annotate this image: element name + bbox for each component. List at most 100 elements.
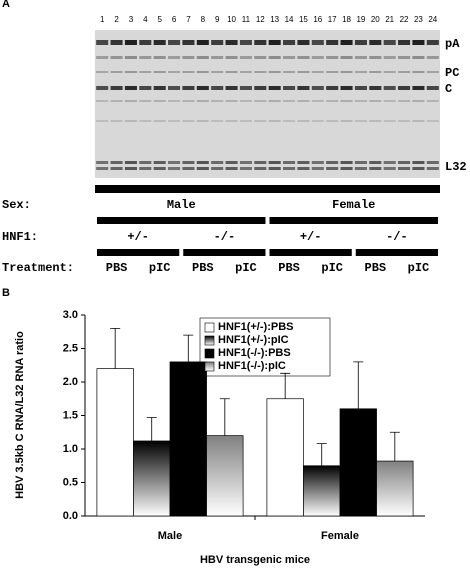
gel-band <box>196 56 209 59</box>
gel-band <box>239 100 252 102</box>
gel-band <box>369 40 382 45</box>
gel-band <box>326 86 339 90</box>
error-bar <box>353 361 364 409</box>
gel-band <box>412 161 425 164</box>
gel-band <box>426 71 439 73</box>
legend-label: HNF1(-/-):PBS <box>218 347 291 359</box>
gel-band <box>426 120 439 122</box>
bar <box>96 368 134 517</box>
gel-band <box>354 56 367 59</box>
gel-band <box>153 161 166 164</box>
treatment-label: PBS <box>365 261 387 275</box>
gel-band <box>196 100 209 102</box>
legend-label: HNF1(+/-):PBS <box>218 321 293 333</box>
y-tick-label: 2.0 <box>63 376 78 388</box>
error-bar <box>146 417 157 441</box>
legend-box <box>199 317 331 377</box>
gel-band <box>398 120 411 122</box>
gel-band <box>211 86 224 90</box>
legend-swatch <box>204 322 215 333</box>
y-tick-label: 3.0 <box>63 309 78 321</box>
gel-band <box>398 86 411 90</box>
gel-band <box>326 120 339 122</box>
gel-band <box>398 40 411 45</box>
gel-band <box>369 161 382 164</box>
gel-band <box>354 71 367 73</box>
gel-band <box>283 86 296 90</box>
gel-band <box>139 167 152 170</box>
gel-band <box>110 167 123 170</box>
bar <box>133 440 171 517</box>
gel <box>95 30 440 178</box>
gel-band <box>153 86 166 90</box>
lane-number: 9 <box>215 15 220 24</box>
gel-band <box>354 120 367 122</box>
gel-band <box>354 167 367 170</box>
gel-band <box>369 120 382 122</box>
gel-band <box>383 56 396 59</box>
y-tick-label: 1.0 <box>63 443 78 455</box>
gel-band <box>354 161 367 164</box>
gel-band <box>369 56 382 59</box>
gel-band <box>96 40 109 45</box>
gel-band <box>225 86 238 90</box>
gel-band <box>225 71 238 73</box>
gel-band <box>326 56 339 59</box>
gel-band <box>268 40 281 45</box>
gel-band <box>340 40 353 45</box>
panel-label: A <box>2 0 10 10</box>
gel-band <box>412 120 425 122</box>
gel-band <box>182 120 195 122</box>
gel-band <box>168 56 181 59</box>
gel-band <box>383 100 396 102</box>
gel-band <box>254 40 267 45</box>
lane-number: 3 <box>129 15 134 24</box>
gel-band <box>369 86 382 90</box>
bar <box>339 408 377 517</box>
y-tick-label: 1.5 <box>63 409 78 421</box>
gel-band <box>96 161 109 164</box>
gel-band <box>326 71 339 73</box>
gel-band <box>225 56 238 59</box>
gel-band <box>412 71 425 73</box>
gel-band <box>268 167 281 170</box>
gel-band <box>139 86 152 90</box>
lane-number: 23 <box>414 15 423 24</box>
gel-band <box>326 167 339 170</box>
row-label: Treatment: <box>2 261 74 275</box>
gel-band <box>182 71 195 73</box>
gel-band <box>283 167 296 170</box>
lane-number: 18 <box>342 15 351 24</box>
gel-band <box>383 71 396 73</box>
gel-band <box>124 167 137 170</box>
group-bar <box>355 249 438 256</box>
lane-number: 2 <box>114 15 119 24</box>
gel-band <box>96 71 109 73</box>
sex-label: Female <box>332 198 375 212</box>
gel-band <box>196 86 209 90</box>
gel-band <box>297 56 310 59</box>
gel-band <box>239 56 252 59</box>
gel-band <box>340 161 353 164</box>
gel-band <box>196 40 209 45</box>
gel-band <box>268 56 281 59</box>
row-label: HNF1: <box>2 230 38 244</box>
gel-band <box>124 40 137 45</box>
legend-swatch <box>204 348 215 359</box>
y-tick-label: 2.5 <box>63 342 78 354</box>
gel-band <box>96 120 109 122</box>
hnf1-label: +/- <box>127 230 149 244</box>
gel-band <box>225 40 238 45</box>
lane-number: 24 <box>428 15 437 24</box>
gel-band <box>211 161 224 164</box>
gel-band <box>168 71 181 73</box>
gel-band <box>412 100 425 102</box>
gel-band <box>369 167 382 170</box>
gel-band <box>283 56 296 59</box>
gel-band <box>412 40 425 45</box>
lane-number: 12 <box>256 15 265 24</box>
gel-band <box>426 100 439 102</box>
gel-band <box>153 40 166 45</box>
gel-band <box>254 71 267 73</box>
gel-band <box>139 71 152 73</box>
